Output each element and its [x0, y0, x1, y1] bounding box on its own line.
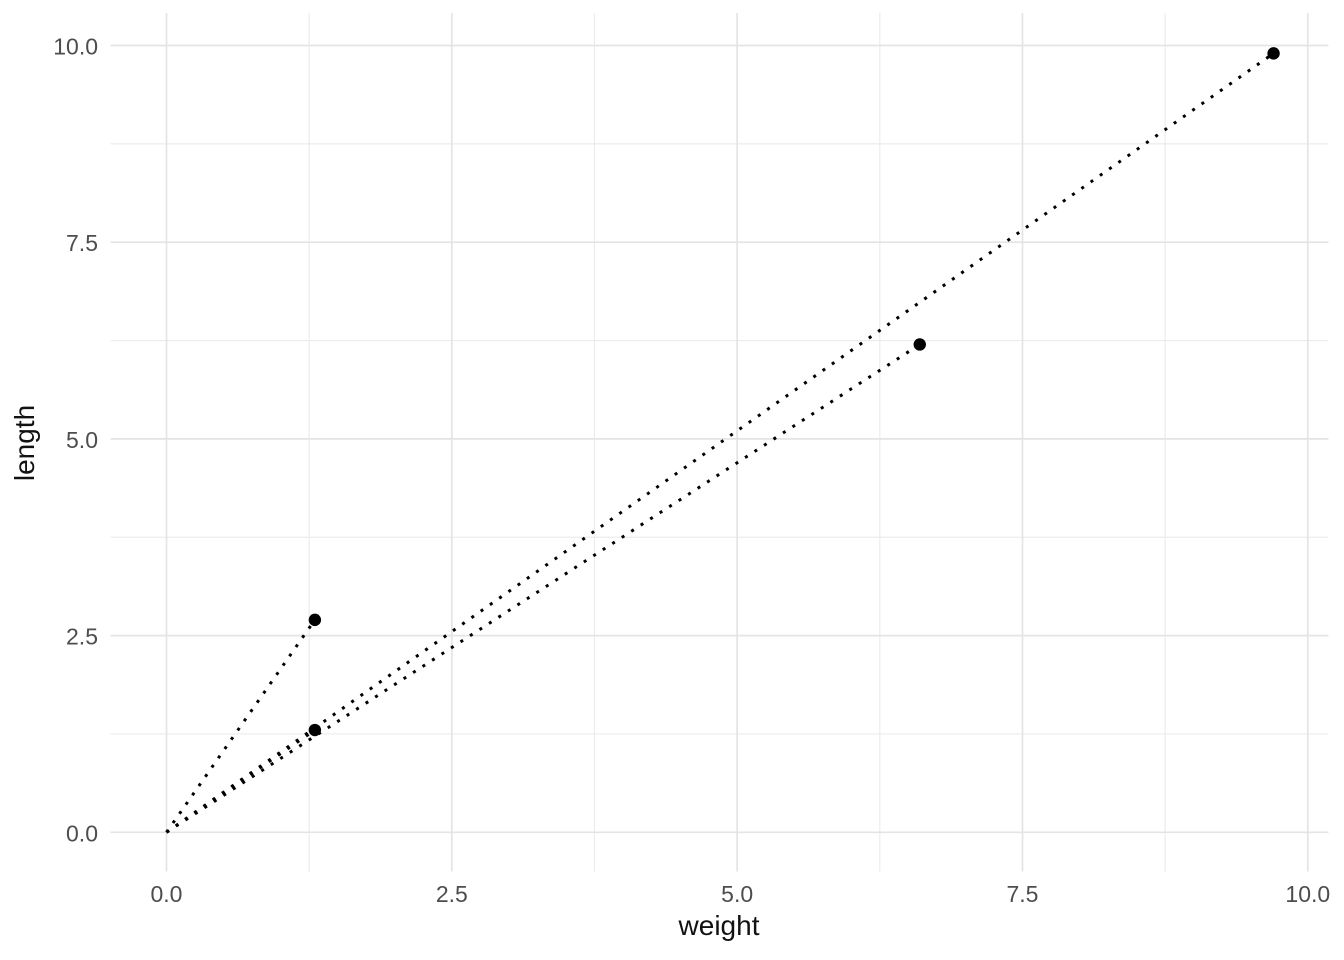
origin-ray [165, 52, 1275, 834]
data-point [308, 613, 322, 627]
data-point [308, 723, 322, 737]
major-gridlines [110, 13, 1329, 872]
y-axis-tick-labels: 0.0 2.5 5.0 7.5 10.0 [53, 34, 98, 847]
x-tick-label: 10.0 [1285, 881, 1330, 907]
data-point [913, 338, 926, 351]
y-axis-title: length [9, 404, 40, 482]
x-tick-label: 7.5 [1006, 881, 1038, 907]
origin-ray [165, 619, 317, 834]
x-tick-label: 0.0 [151, 881, 183, 907]
x-tick-label: 2.5 [436, 881, 468, 907]
origin-rays [165, 52, 1275, 834]
y-tick-label: 10.0 [53, 34, 98, 60]
x-axis-title: weight [678, 910, 760, 941]
data-point [1267, 47, 1280, 60]
y-tick-label: 5.0 [66, 427, 98, 453]
data-points [308, 47, 1280, 737]
y-tick-label: 7.5 [66, 230, 98, 256]
origin-ray [165, 728, 316, 834]
y-tick-label: 0.0 [66, 820, 98, 846]
x-axis-tick-labels: 0.0 2.5 5.0 7.5 10.0 [151, 881, 1331, 907]
x-tick-label: 5.0 [721, 881, 753, 907]
origin-ray [165, 343, 921, 834]
y-tick-label: 2.5 [66, 624, 98, 650]
